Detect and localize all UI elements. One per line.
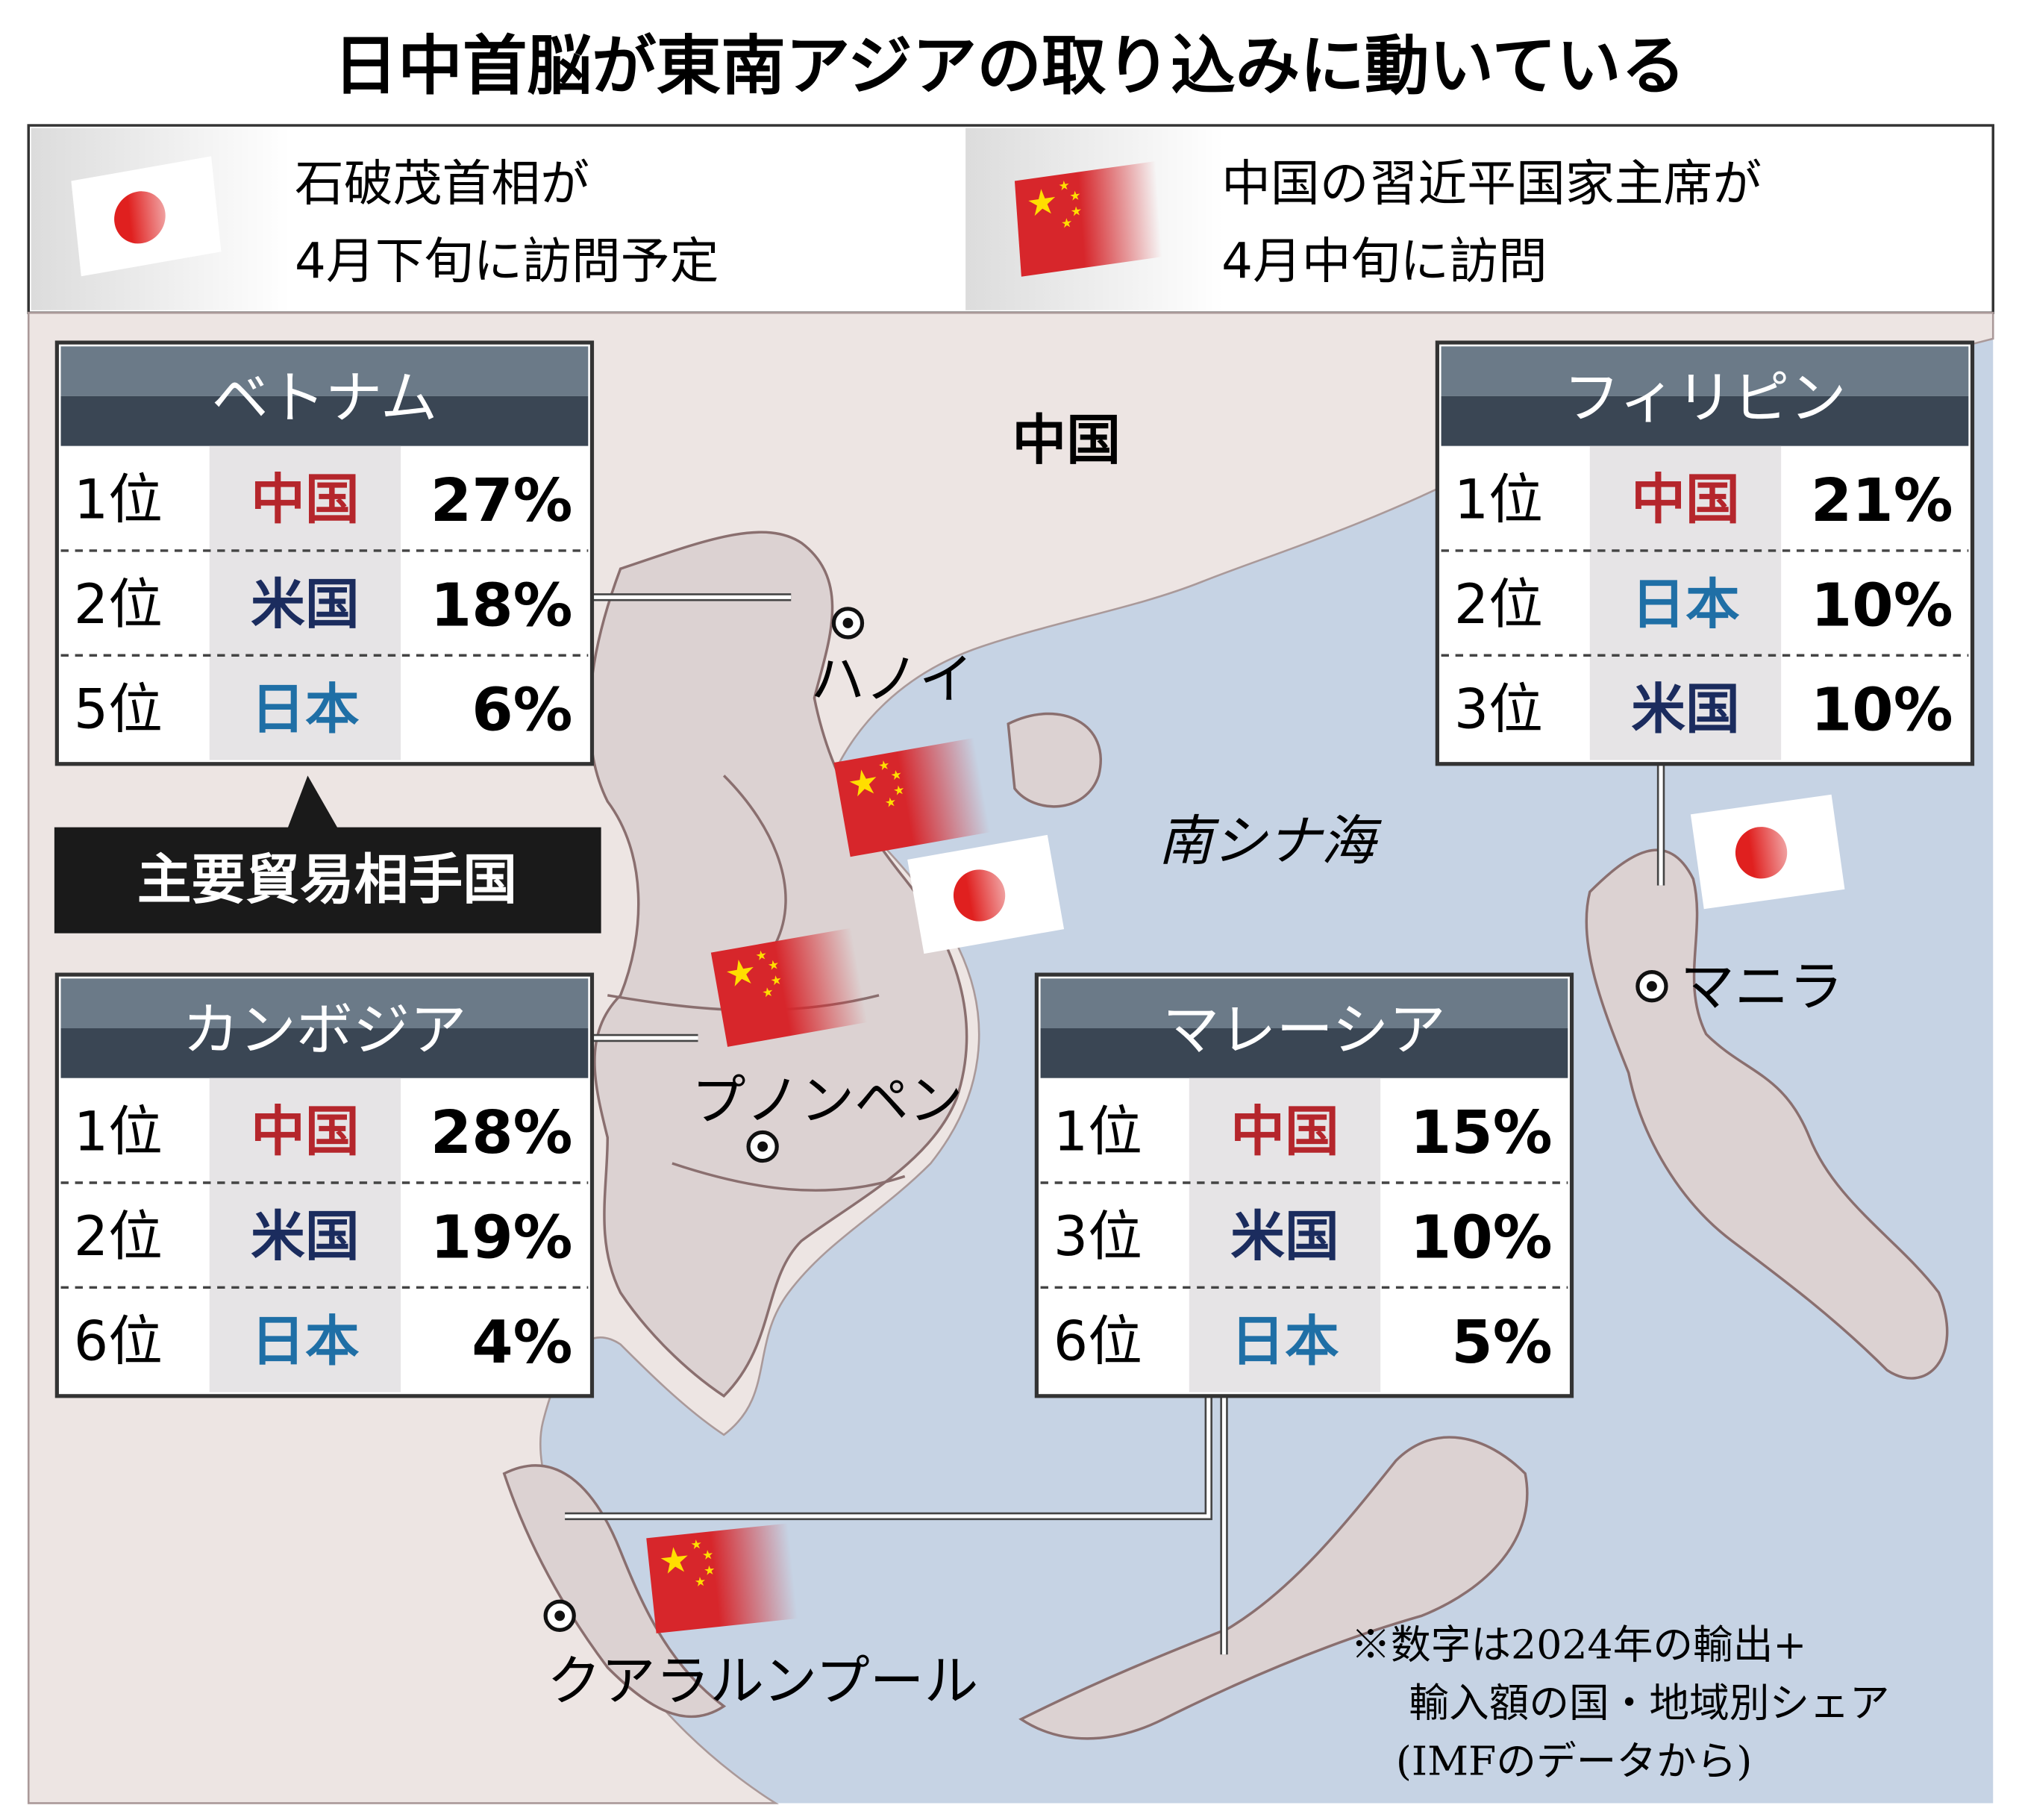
table-title: フィリピン — [1563, 365, 1847, 431]
partner-cell — [209, 550, 401, 656]
partner: 日本 — [251, 1310, 360, 1373]
rank: 5位 — [74, 678, 163, 741]
partner: 日本 — [1631, 573, 1740, 637]
connectors — [565, 593, 1665, 1655]
partner-cell — [1589, 655, 1782, 760]
table-header — [1040, 1028, 1568, 1078]
partner: 日本 — [1230, 1310, 1339, 1373]
note-line: (IMFのデータから) — [1396, 1737, 1752, 1784]
legend: 石破茂首相が 4月下旬に訪問予定 中国の習近平国家主席が 4月中旬に訪問 — [27, 124, 1994, 314]
legend-text: 中国の習近平国家主席が — [1221, 154, 1762, 212]
label-city: マニラ — [1680, 956, 1843, 1019]
share: 10% — [1811, 675, 1953, 745]
callout: 主要貿易相手国 — [54, 775, 601, 934]
table-header — [60, 346, 589, 396]
rank: 6位 — [1054, 1310, 1142, 1373]
partner-cell — [1589, 550, 1782, 656]
share: 10% — [1410, 1202, 1553, 1272]
share: 4% — [472, 1307, 572, 1377]
title: 日中首脳が東南アジアの取り込みに動いている — [334, 29, 1686, 104]
rank: 1位 — [74, 1101, 163, 1164]
partner: 米国 — [251, 1205, 360, 1269]
cities — [543, 607, 1668, 1632]
rank: 3位 — [1054, 1205, 1142, 1269]
legend-text: 4月中旬に訪問 — [1221, 232, 1547, 290]
trade-table: ベトナム 1位 中国 27% 2位 米国 18% 5位 日本 6% — [54, 340, 595, 766]
partner-cell — [1189, 1078, 1381, 1183]
trade-table: フィリピン 1位 中国 21% 2位 日本 10% 3位 米国 10% — [1435, 340, 1975, 766]
partner-cell — [1189, 1183, 1381, 1288]
share: 28% — [431, 1098, 573, 1167]
label-city: ハノイ — [810, 648, 973, 711]
note-line: 輸入額の国・地域別シェア — [1409, 1679, 1889, 1726]
label-city: クアラルンプール — [547, 1650, 978, 1713]
callout-text: 主要貿易相手国 — [137, 848, 517, 912]
partner-cell — [209, 655, 401, 760]
table-title: ベトナム — [212, 365, 438, 431]
rank: 1位 — [1454, 469, 1543, 532]
partner-cell — [209, 445, 401, 551]
label-city: プノンペン — [692, 1069, 963, 1133]
table-header — [60, 978, 589, 1029]
partner: 日本 — [251, 678, 360, 741]
label-sea: 南シナ海 — [1158, 810, 1382, 873]
rank: 2位 — [74, 573, 163, 637]
partner: 中国 — [1631, 469, 1740, 532]
share: 5% — [1451, 1307, 1552, 1377]
partner: 中国 — [251, 1101, 360, 1164]
partner-cell — [1589, 445, 1782, 551]
share: 27% — [431, 466, 573, 535]
note-line: ※数字は2024年の輸出+ — [1350, 1621, 1806, 1668]
rank: 2位 — [74, 1205, 163, 1269]
partner-cell — [209, 1078, 401, 1183]
share: 21% — [1811, 466, 1953, 535]
table-header — [60, 395, 589, 446]
share: 10% — [1811, 570, 1953, 639]
partner: 米国 — [251, 573, 360, 637]
table-header — [1040, 978, 1568, 1029]
partner: 米国 — [1230, 1205, 1339, 1269]
partner: 中国 — [251, 469, 360, 532]
legend-text: 4月下旬に訪問予定 — [295, 232, 719, 290]
rank: 1位 — [1054, 1101, 1142, 1164]
label-china: 中国 — [1012, 409, 1121, 472]
trade-table: カンボジア 1位 中国 28% 2位 米国 19% 6位 日本 4% — [54, 972, 595, 1398]
partner: 中国 — [1230, 1101, 1339, 1164]
rank: 1位 — [74, 469, 163, 532]
rank: 6位 — [74, 1310, 163, 1373]
table-title: マレーシア — [1162, 997, 1445, 1063]
partner-cell — [209, 1183, 401, 1288]
share: 18% — [431, 570, 573, 639]
share: 19% — [431, 1202, 573, 1272]
table-header — [1441, 395, 1969, 446]
table-header — [1441, 346, 1969, 396]
trade-table: マレーシア 1位 中国 15% 3位 米国 10% 6位 日本 5% — [1034, 972, 1574, 1398]
legend-text: 石破茂首相が — [295, 154, 589, 212]
table-header — [60, 1028, 589, 1078]
partner-cell — [209, 1287, 401, 1392]
note: ※数字は2024年の輸出+ 輸入額の国・地域別シェア (IMFのデータから) — [1350, 1621, 1889, 1784]
table-title: カンボジア — [182, 997, 466, 1063]
share: 15% — [1410, 1098, 1553, 1167]
map-labels: 中国 ハノイ 南シナ海 マニラ プノンペン クアラルンプール — [547, 409, 1843, 1713]
partner-cell — [1189, 1287, 1381, 1392]
partner: 米国 — [1631, 678, 1740, 741]
share: 6% — [472, 675, 572, 745]
rank: 2位 — [1454, 573, 1543, 637]
rank: 3位 — [1454, 678, 1543, 741]
